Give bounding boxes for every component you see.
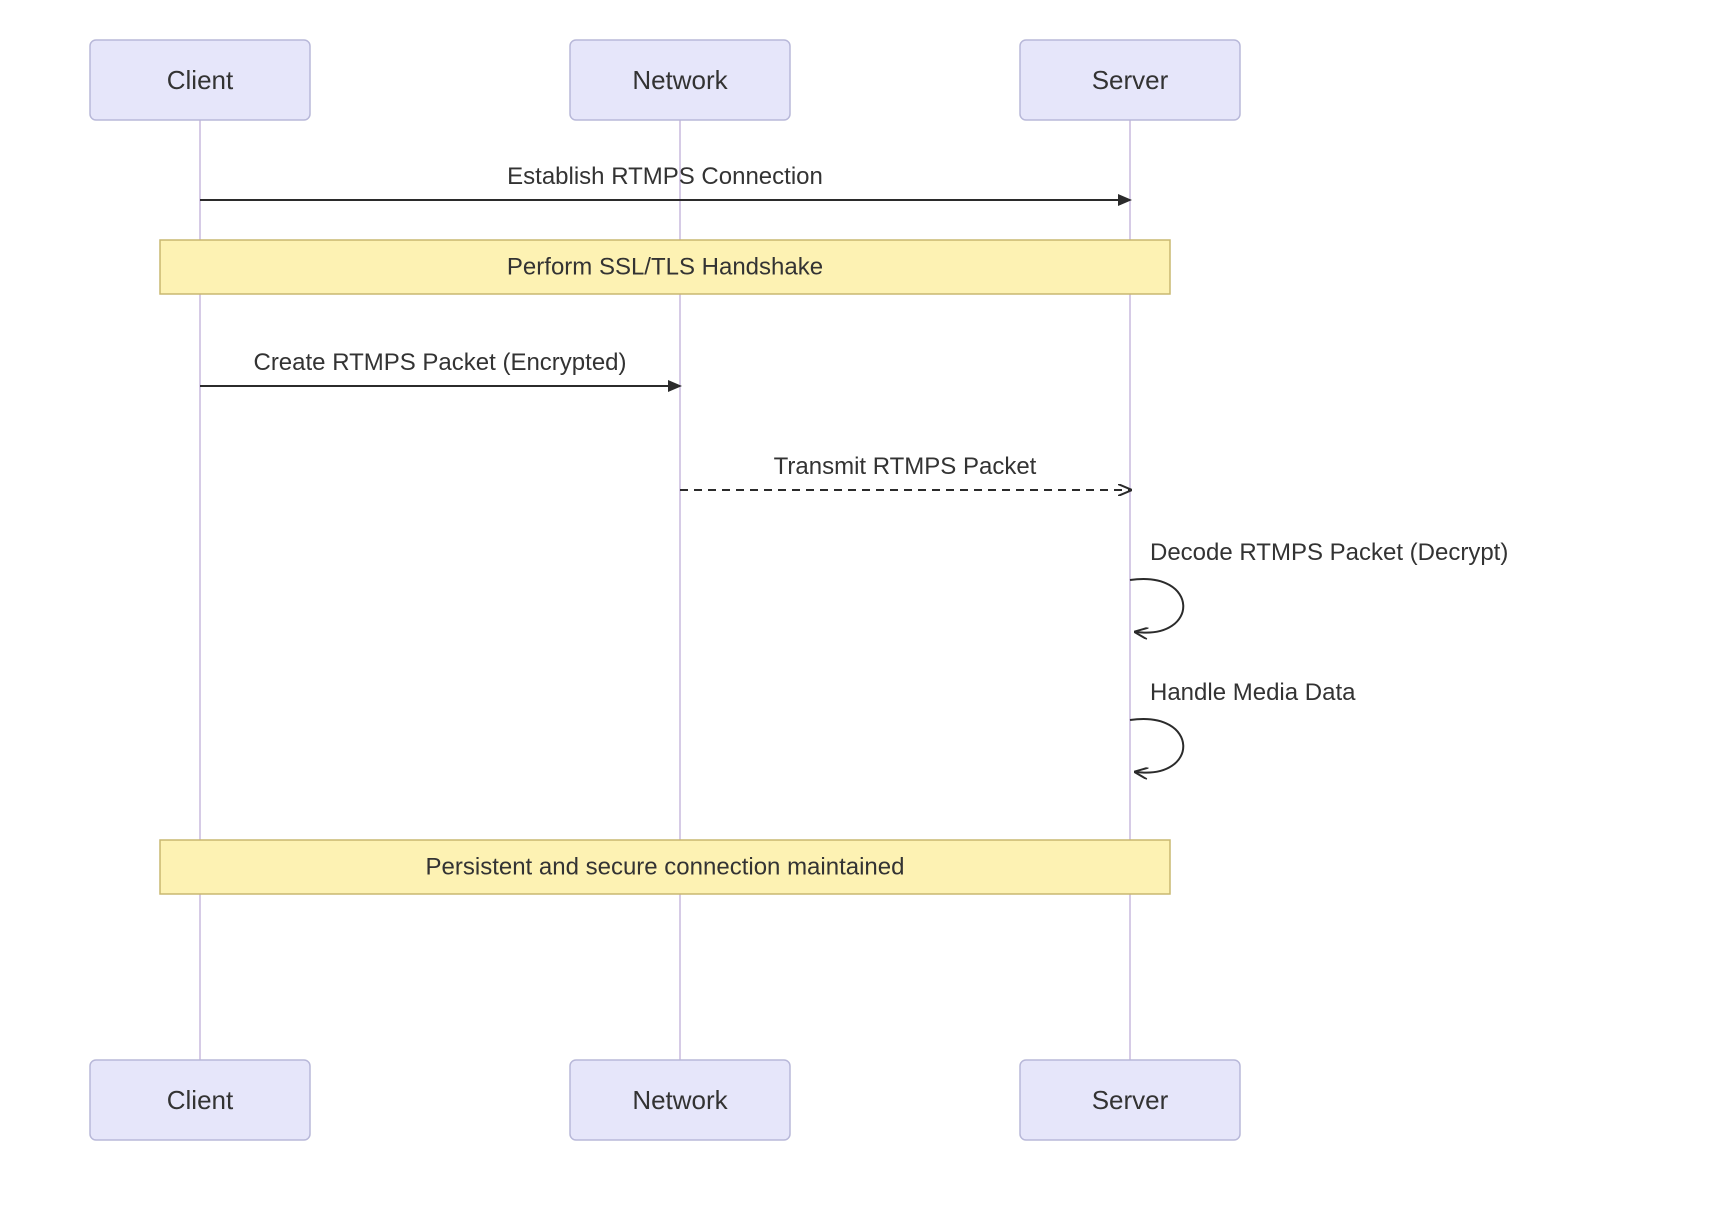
actor-label-server: Server [1092,1085,1169,1115]
actor-network: Network [570,40,790,120]
actor-label-server: Server [1092,65,1169,95]
self-loop-4 [1130,579,1183,633]
actor-client: Client [90,40,310,120]
actor-label-network: Network [632,1085,728,1115]
self-loop-5 [1130,719,1183,773]
actor-server: Server [1020,1060,1240,1140]
self-label-5: Handle Media Data [1150,679,1356,706]
note-label-1: Perform SSL/TLS Handshake [507,254,823,281]
note-label-6: Persistent and secure connection maintai… [426,854,905,881]
actor-client: Client [90,1060,310,1140]
self-label-4: Decode RTMPS Packet (Decrypt) [1150,539,1508,566]
actor-network: Network [570,1060,790,1140]
message-label-2: Create RTMPS Packet (Encrypted) [253,349,626,376]
message-label-3: Transmit RTMPS Packet [774,453,1037,480]
sequence-diagram: Client Network Server Client Network Server Es… [0,0,1732,1210]
actor-label-client: Client [167,65,234,95]
actor-server: Server [1020,40,1240,120]
actor-label-network: Network [632,65,728,95]
actor-label-client: Client [167,1085,234,1115]
message-label-0: Establish RTMPS Connection [507,163,823,190]
